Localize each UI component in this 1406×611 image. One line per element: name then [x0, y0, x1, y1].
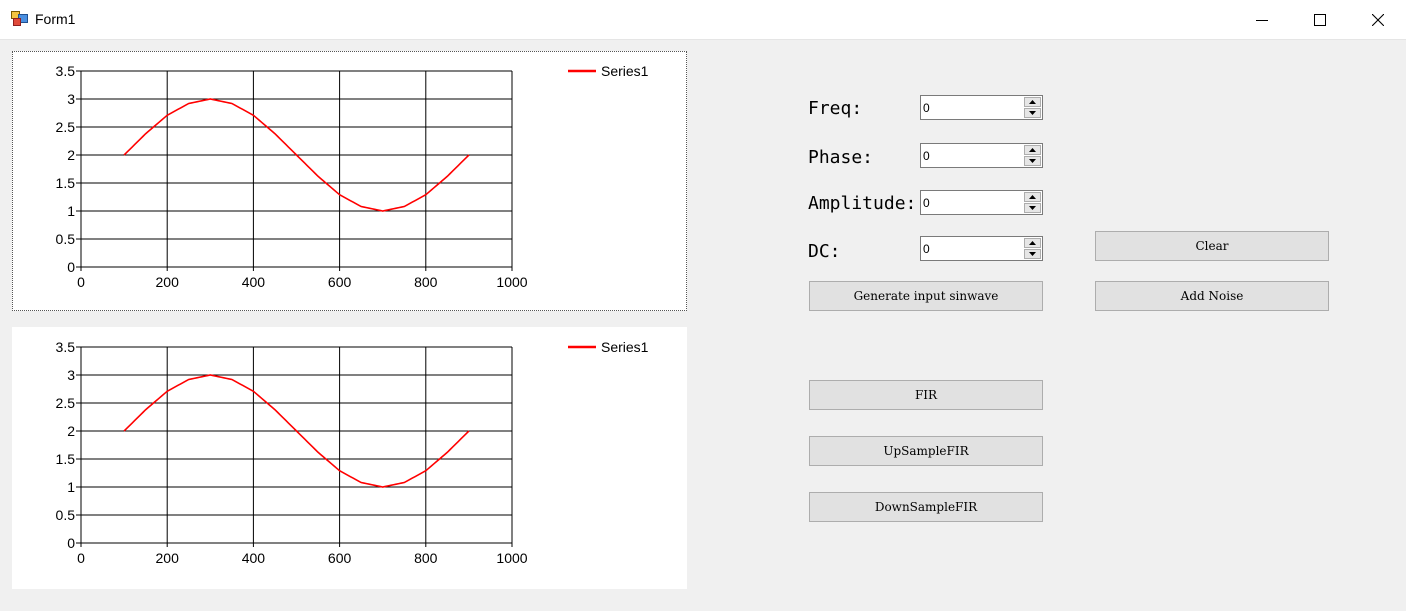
x-tick-label: 0	[77, 550, 85, 566]
triangle-down-icon	[1029, 159, 1036, 163]
x-tick-label: 400	[242, 274, 266, 290]
amplitude-label: Amplitude:	[808, 193, 917, 214]
y-tick-label: 1	[67, 203, 75, 219]
window-title: Form1	[35, 11, 76, 27]
x-tick-label: 200	[156, 274, 180, 290]
winforms-app-icon	[11, 11, 28, 26]
minimize-icon	[1256, 19, 1268, 21]
y-tick-label: 0	[67, 259, 75, 275]
generate-sinwave-button[interactable]: Generate input sinwave	[809, 281, 1043, 311]
close-icon	[1372, 13, 1384, 26]
downsample-fir-button[interactable]: DownSampleFIR	[809, 492, 1043, 522]
x-tick-label: 800	[414, 550, 438, 566]
input-chart[interactable]: 0 200 400 600 800 1000 0 0.5 1 1.5 2 2.5 3 3.5 Series1	[12, 51, 687, 311]
y-tick-label: 1.5	[56, 451, 76, 467]
amplitude-up-button[interactable]	[1024, 192, 1041, 202]
maximize-icon	[1314, 13, 1326, 26]
y-tick-label: 2	[67, 423, 75, 439]
amplitude-stepper[interactable]	[920, 190, 1043, 215]
y-tick-label: 2.5	[56, 395, 76, 411]
phase-input[interactable]	[922, 145, 1025, 166]
triangle-up-icon	[1029, 100, 1036, 104]
dc-up-button[interactable]	[1024, 238, 1041, 248]
freq-stepper[interactable]	[920, 95, 1043, 120]
phase-stepper[interactable]	[920, 143, 1043, 168]
x-tick-label: 800	[414, 274, 438, 290]
freq-input[interactable]	[922, 97, 1025, 118]
dc-input[interactable]	[922, 238, 1025, 259]
phase-label: Phase:	[808, 147, 874, 168]
close-button[interactable]	[1349, 0, 1406, 39]
x-tick-label: 0	[77, 274, 85, 290]
output-chart[interactable]: 0 200 400 600 800 1000 0 0.5 1 1.5 2 2.5 3 3.5 Series1	[12, 327, 687, 589]
fir-button[interactable]: FIR	[809, 380, 1043, 410]
y-tick-label: 1.5	[56, 175, 76, 191]
maximize-button[interactable]	[1291, 0, 1349, 39]
x-tick-label: 400	[242, 550, 266, 566]
y-tick-label: 2.5	[56, 119, 76, 135]
series-line	[123, 98, 470, 212]
y-tick-label: 0.5	[56, 507, 76, 523]
y-tick-label: 2	[67, 147, 75, 163]
x-tick-label: 1000	[496, 550, 527, 566]
y-tick-label: 1	[67, 479, 75, 495]
add-noise-button[interactable]: Add Noise	[1095, 281, 1329, 311]
dc-stepper[interactable]	[920, 236, 1043, 261]
triangle-up-icon	[1029, 195, 1036, 199]
phase-up-button[interactable]	[1024, 145, 1041, 155]
input-chart-plot: 0 200 400 600 800 1000 0 0.5 1 1.5 2 2.5 3 3.5 Series1	[56, 63, 649, 290]
triangle-up-icon	[1029, 241, 1036, 245]
upsample-fir-button[interactable]: UpSampleFIR	[809, 436, 1043, 466]
y-tick-label: 3	[67, 91, 75, 107]
phase-down-button[interactable]	[1024, 156, 1041, 166]
y-tick-label: 3.5	[56, 339, 76, 355]
amplitude-input[interactable]	[922, 192, 1025, 213]
triangle-down-icon	[1029, 206, 1036, 210]
dc-down-button[interactable]	[1024, 249, 1041, 259]
legend-label: Series1	[601, 63, 649, 79]
legend-label: Series1	[601, 339, 649, 355]
y-tick-label: 3.5	[56, 63, 76, 79]
freq-down-button[interactable]	[1024, 108, 1041, 118]
x-tick-label: 1000	[496, 274, 527, 290]
clear-button[interactable]: Clear	[1095, 231, 1329, 261]
x-tick-label: 600	[328, 550, 352, 566]
freq-up-button[interactable]	[1024, 97, 1041, 107]
title-bar: Form1	[0, 0, 1406, 40]
x-tick-label: 200	[156, 550, 180, 566]
x-tick-label: 600	[328, 274, 352, 290]
amplitude-down-button[interactable]	[1024, 203, 1041, 213]
y-tick-label: 0	[67, 535, 75, 551]
y-tick-label: 0.5	[56, 231, 76, 247]
dc-label: DC:	[808, 241, 841, 262]
y-tick-label: 3	[67, 367, 75, 383]
triangle-down-icon	[1029, 252, 1036, 256]
output-chart-plot: 0 200 400 600 800 1000 0 0.5 1 1.5 2 2.5 3 3.5 Series1	[56, 339, 649, 566]
freq-label: Freq:	[808, 98, 863, 119]
series-line	[123, 374, 470, 488]
minimize-button[interactable]	[1233, 0, 1291, 39]
triangle-up-icon	[1029, 148, 1036, 152]
triangle-down-icon	[1029, 111, 1036, 115]
